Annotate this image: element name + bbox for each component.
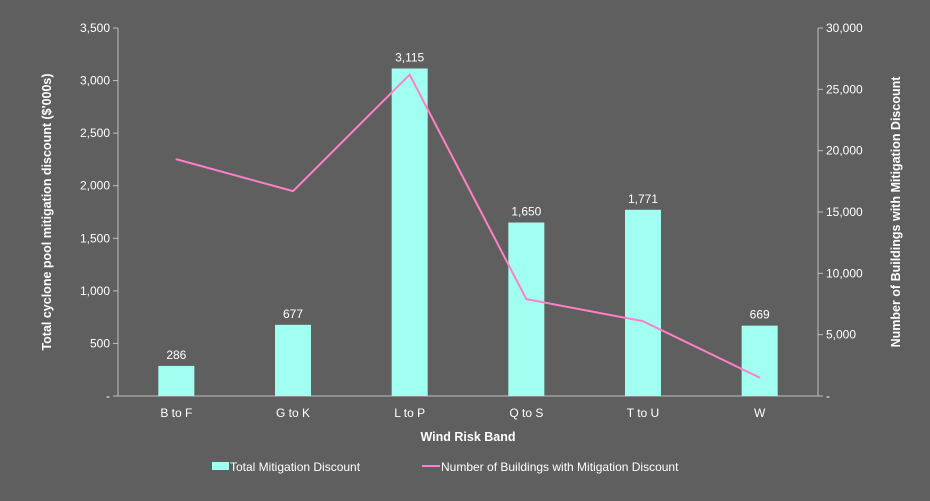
y2-axis-title: Number of Buildings with Mitigation Disc… <box>889 76 903 348</box>
bar <box>625 209 661 396</box>
line-point <box>642 320 644 322</box>
bar <box>508 222 545 396</box>
bar-data-label: 669 <box>750 308 770 322</box>
y-tick-label: 1,000 <box>80 284 110 298</box>
bar-data-label: 1,771 <box>628 192 658 206</box>
bar-data-label: 677 <box>283 307 303 321</box>
y2-tick-label: 5,000 <box>826 328 856 342</box>
line-point <box>525 298 528 300</box>
legend-swatch-bar <box>212 462 229 470</box>
y-tick-label: - <box>106 389 110 403</box>
bar <box>391 68 428 396</box>
y-tick-label: 1,500 <box>80 231 110 245</box>
bar-data-label: 286 <box>166 348 186 362</box>
line-point <box>175 158 178 161</box>
y-axis-title: Total cyclone pool mitigation discount (… <box>40 73 54 350</box>
x-tick-label: T to U <box>627 406 659 420</box>
y2-tick-label: 30,000 <box>826 21 863 35</box>
y2-tick-label: - <box>826 389 830 403</box>
bar-data-label: 1,650 <box>511 205 541 219</box>
line-point <box>758 376 761 379</box>
x-axis-title: Wind Risk Band <box>420 430 515 444</box>
y-tick-label: 3,000 <box>80 74 110 88</box>
line-point <box>408 73 411 76</box>
y2-tick-label: 10,000 <box>826 266 863 280</box>
y-tick-label: 500 <box>90 336 110 350</box>
y-tick-label: 3,500 <box>80 21 110 35</box>
series-line <box>176 72 761 379</box>
legend: Total Mitigation Discount Number of Buil… <box>212 460 679 474</box>
y2-tick-label: 25,000 <box>826 82 863 96</box>
bar <box>275 324 311 396</box>
x-tick-label: W <box>754 406 766 420</box>
bar <box>741 325 778 396</box>
y2-tick-label: 15,000 <box>826 205 863 219</box>
bar-data-label: 3,115 <box>395 50 424 64</box>
line-point <box>292 190 294 192</box>
y-tick-label: 2,500 <box>80 126 110 140</box>
x-tick-label: L to P <box>394 406 425 420</box>
x-tick-label: Q to S <box>509 406 543 420</box>
x-tick-label: B to F <box>160 406 192 420</box>
y2-tick-label: 20,000 <box>826 144 863 158</box>
y-tick-label: 2,000 <box>80 179 110 193</box>
legend-label-line: Number of Buildings with Mitigation Disc… <box>441 460 679 474</box>
legend-label-bar: Total Mitigation Discount <box>230 460 361 474</box>
x-tick-label: G to K <box>276 406 310 420</box>
bar <box>158 365 195 396</box>
